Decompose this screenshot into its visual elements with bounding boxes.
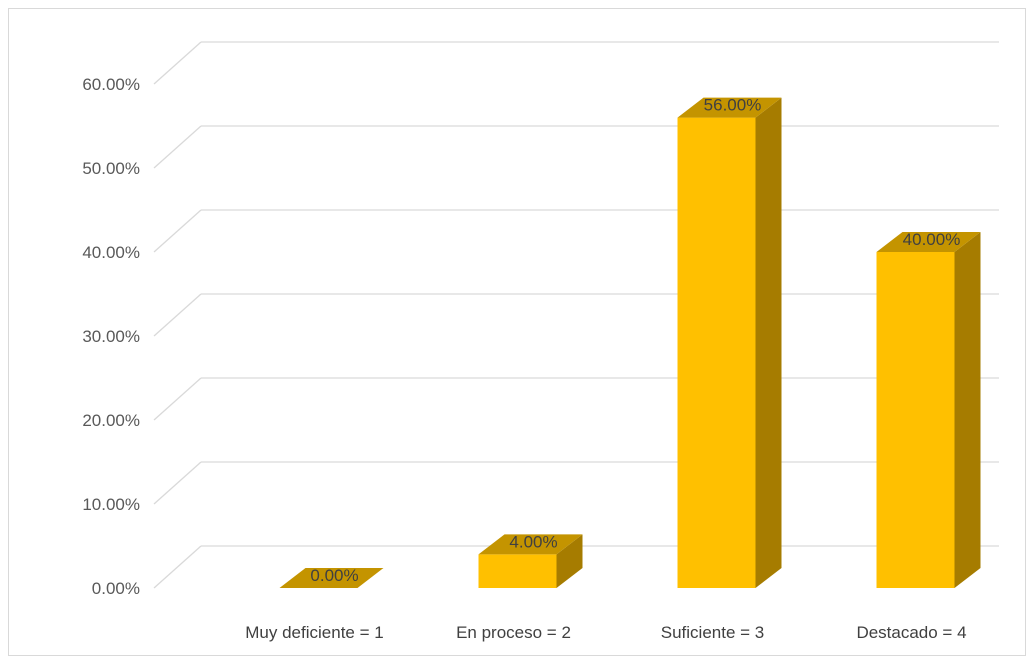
bar-top — [478, 534, 583, 555]
bar — [876, 232, 981, 588]
bar-side — [556, 534, 583, 588]
labels: 0.00% 10.00% 20.00% 30.00% 40.00% 50.00% 60.00… — [82, 75, 966, 642]
bar-front — [478, 554, 557, 588]
y-tick-label: 50.00% — [82, 159, 140, 178]
category-label: En proceso = 2 — [456, 623, 571, 642]
bar-front — [677, 117, 756, 588]
category-label: Destacado = 4 — [856, 623, 966, 642]
data-label: 4.00% — [509, 532, 557, 551]
gridline-side — [153, 41, 202, 85]
bar-side — [954, 232, 981, 588]
bar-chart: 0.00% 10.00% 20.00% 30.00% 40.00% 50.00% 60.00… — [82, 41, 999, 642]
gridline-side — [153, 461, 202, 505]
bar-side — [755, 97, 782, 588]
chart-area: 0.00% 10.00% 20.00% 30.00% 40.00% 50.00% 60.00… — [8, 8, 1026, 656]
gridline-side — [153, 545, 202, 589]
bars — [279, 97, 981, 588]
gridlines — [153, 41, 999, 589]
bar — [279, 568, 384, 588]
y-tick-label: 60.00% — [82, 75, 140, 94]
y-tick-label: 20.00% — [82, 411, 140, 430]
data-label: 40.00% — [903, 230, 961, 249]
bar-front — [876, 252, 955, 588]
data-label: 0.00% — [310, 566, 358, 585]
y-tick-label: 0.00% — [92, 579, 140, 598]
gridline-side — [153, 293, 202, 337]
data-label: 56.00% — [704, 96, 762, 115]
bar-top — [677, 97, 782, 118]
bar — [478, 534, 583, 588]
bar-top — [279, 568, 384, 588]
gridline-side — [153, 377, 202, 421]
category-label: Muy deficiente = 1 — [245, 623, 383, 642]
y-tick-label: 10.00% — [82, 495, 140, 514]
y-tick-label: 40.00% — [82, 243, 140, 262]
bar — [677, 97, 782, 588]
y-tick-label: 30.00% — [82, 327, 140, 346]
bar-top — [876, 232, 981, 252]
gridline-side — [153, 125, 202, 169]
gridline-side — [153, 209, 202, 253]
category-label: Suficiente = 3 — [661, 623, 765, 642]
